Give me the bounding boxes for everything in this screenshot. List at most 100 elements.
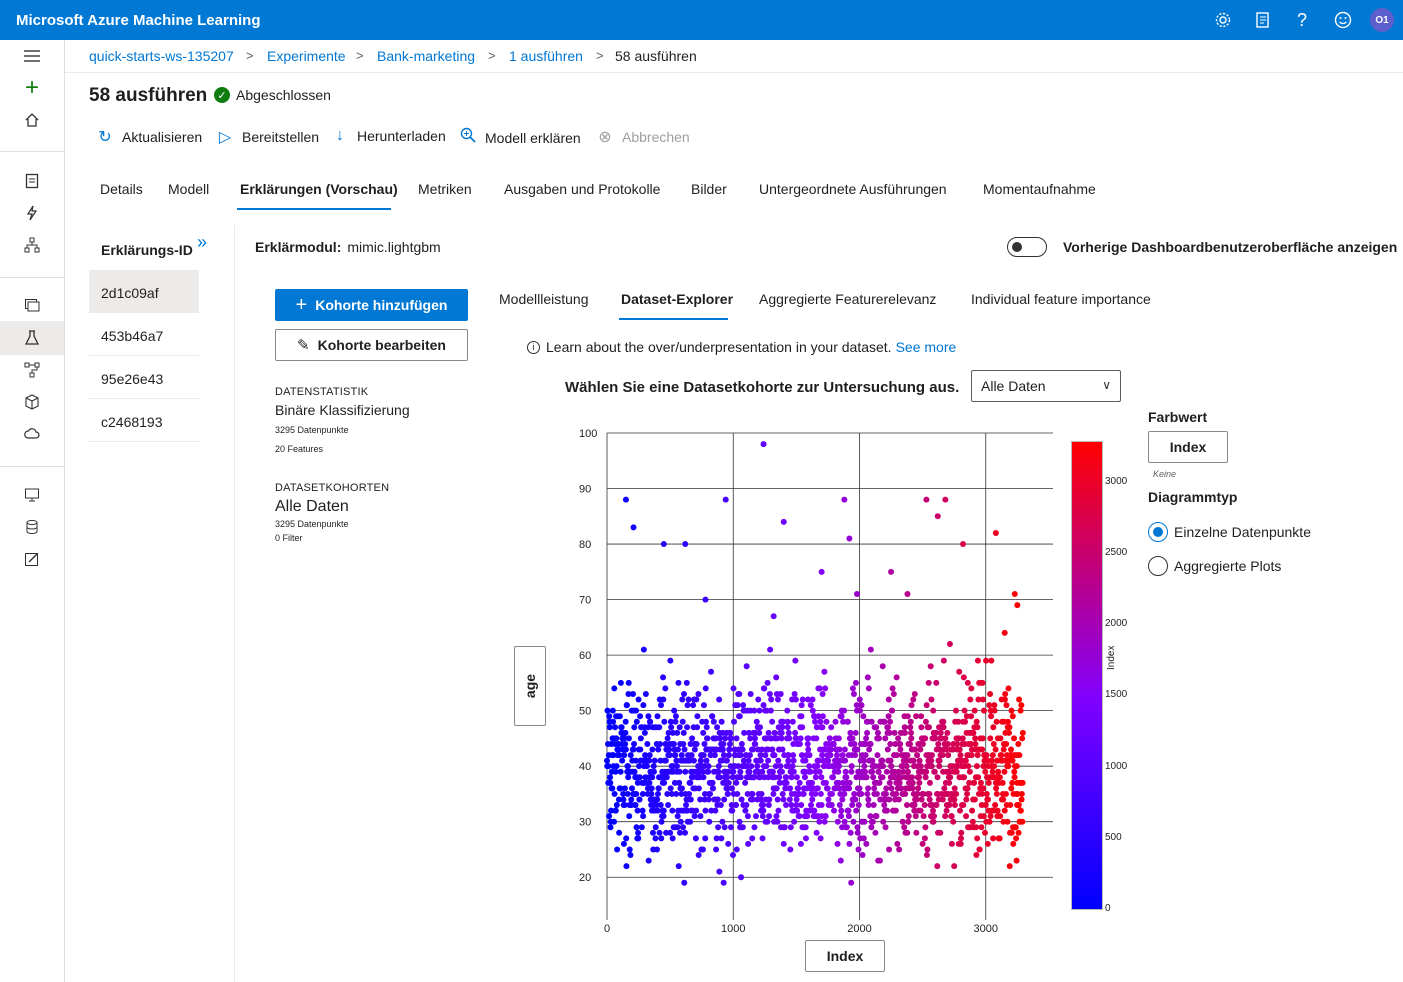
data-point <box>1012 824 1019 831</box>
endpoints-cloud-icon[interactable] <box>20 422 44 446</box>
radio-aggregate-plots[interactable]: Aggregierte Plots <box>1148 556 1281 576</box>
data-point <box>809 779 816 786</box>
breadcrumb-experiments[interactable]: Experimente <box>267 48 346 64</box>
data-point <box>729 852 736 859</box>
data-point <box>964 785 971 792</box>
data-point <box>904 591 911 598</box>
data-point <box>873 813 880 820</box>
data-point <box>886 796 893 803</box>
data-point <box>621 752 628 759</box>
feedback-list-icon[interactable] <box>1251 8 1275 32</box>
radio-individual-points[interactable]: Einzelne Datenpunkte <box>1148 522 1311 542</box>
data-point <box>830 740 837 747</box>
data-point <box>922 718 929 725</box>
data-point <box>690 702 697 709</box>
download-button[interactable]: ↓ Herunterladen <box>331 127 446 145</box>
tab-details[interactable]: Details <box>100 181 143 197</box>
deploy-button[interactable]: ▷ Bereitstellen <box>216 127 319 147</box>
tab-model-performance[interactable]: Modellleistung <box>499 291 589 307</box>
data-point <box>749 835 756 842</box>
data-point <box>806 763 813 770</box>
data-point <box>622 496 629 503</box>
data-point <box>836 802 843 809</box>
data-point <box>756 729 763 736</box>
data-point <box>920 790 927 797</box>
tab-explanations[interactable]: Erklärungen (Vorschau) <box>240 181 398 197</box>
avatar[interactable]: O1 <box>1370 8 1394 32</box>
data-point <box>926 779 933 786</box>
datasets-icon[interactable] <box>20 293 44 317</box>
data-point <box>714 724 721 731</box>
edit-cohort-button[interactable]: ✎ Kohorte bearbeiten <box>275 329 468 361</box>
y-axis-button[interactable]: age <box>514 646 546 726</box>
hamburger-icon[interactable] <box>20 44 44 68</box>
explanation-item[interactable]: 453b46a7 <box>89 313 199 356</box>
smiley-icon[interactable] <box>1331 8 1355 32</box>
tab-aggregate-importance[interactable]: Aggregierte Featurerelevanz <box>759 291 937 307</box>
tab-snapshot[interactable]: Momentaufnahme <box>983 181 1096 197</box>
data-point <box>907 718 914 725</box>
previous-dashboard-toggle[interactable] <box>1007 237 1047 257</box>
tab-individual-importance[interactable]: Individual feature importance <box>971 291 1151 307</box>
data-point <box>686 790 693 797</box>
new-plus-icon[interactable]: + <box>24 74 39 101</box>
explanation-item[interactable]: 2d1c09af <box>89 270 199 313</box>
cancel-button[interactable]: ⊗ Abbrechen <box>596 127 689 147</box>
settings-icon[interactable] <box>1211 8 1235 32</box>
data-point <box>934 774 941 781</box>
data-point <box>722 735 729 742</box>
data-point <box>869 757 876 764</box>
breadcrumb-parent-run[interactable]: 1 ausführen <box>509 48 583 64</box>
help-icon[interactable]: ? <box>1296 9 1307 30</box>
x-axis-button[interactable]: Index <box>805 940 885 972</box>
tab-outputs-logs[interactable]: Ausgaben und Protokolle <box>504 181 661 197</box>
designer-icon[interactable] <box>20 233 44 257</box>
data-point <box>751 824 758 831</box>
data-point <box>839 796 846 803</box>
data-point <box>942 735 949 742</box>
data-point <box>768 696 775 703</box>
data-point <box>991 763 998 770</box>
home-icon[interactable] <box>20 108 44 132</box>
breadcrumb-workspace[interactable]: quick-starts-ws-135207 <box>89 48 234 64</box>
data-point <box>665 802 672 809</box>
data-point <box>747 690 754 697</box>
tab-model[interactable]: Modell <box>168 181 210 197</box>
cohort-dropdown[interactable]: Alle Daten ∨ <box>971 370 1121 402</box>
color-value-button[interactable]: Index <box>1148 431 1228 463</box>
tab-images[interactable]: Bilder <box>691 181 727 197</box>
explanation-item[interactable]: c2468193 <box>89 399 199 442</box>
breadcrumb-experiment[interactable]: Bank-marketing <box>377 48 476 64</box>
data-point <box>661 779 668 786</box>
tab-metrics[interactable]: Metriken <box>418 181 472 197</box>
tab-dataset-explorer[interactable]: Dataset-Explorer <box>621 291 734 307</box>
add-cohort-button[interactable]: + Kohorte hinzufügen <box>275 289 468 321</box>
models-cube-icon[interactable] <box>20 390 44 414</box>
data-point <box>782 785 789 792</box>
refresh-button[interactable]: ↻ Aktualisieren <box>96 127 202 147</box>
notebook-icon[interactable] <box>20 169 44 193</box>
pipelines-icon[interactable] <box>20 358 44 382</box>
y-tick-label: 50 <box>579 706 591 718</box>
data-point <box>822 685 829 692</box>
data-point <box>765 757 772 764</box>
automl-icon[interactable] <box>20 201 44 225</box>
data-point <box>867 813 874 820</box>
data-point <box>974 724 981 731</box>
data-point <box>745 840 752 847</box>
data-point <box>934 513 941 520</box>
collapse-chevron-icon[interactable]: » <box>197 232 208 252</box>
datastores-icon[interactable] <box>20 515 44 539</box>
experiments-flask-icon[interactable] <box>20 326 44 350</box>
explanation-item[interactable]: 95e26e43 <box>89 356 199 399</box>
explain-model-button[interactable]: Modell erklären <box>459 127 581 148</box>
data-point <box>693 807 700 814</box>
tab-child-runs[interactable]: Untergeordnete Ausführungen <box>759 181 947 197</box>
compute-icon[interactable] <box>20 483 44 507</box>
data-point <box>758 790 765 797</box>
color-value-sub: Keine <box>1153 469 1177 479</box>
labeling-icon[interactable] <box>20 547 44 571</box>
data-point <box>644 740 651 747</box>
see-more-link[interactable]: See more <box>895 339 957 355</box>
